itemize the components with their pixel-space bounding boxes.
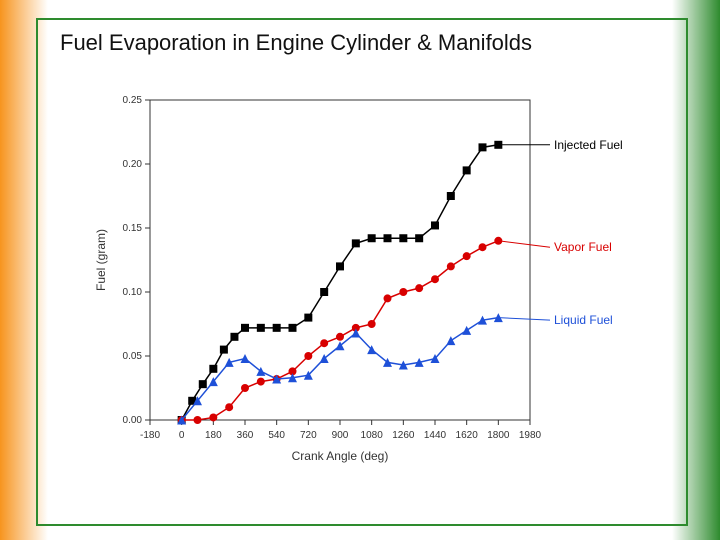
marker-circle xyxy=(209,413,217,421)
marker-circle xyxy=(431,275,439,283)
series-label-injected-fuel: Injected Fuel xyxy=(554,138,623,152)
y-tick-label: 0.25 xyxy=(123,95,143,106)
x-tick-label: 720 xyxy=(300,430,317,441)
marker-circle xyxy=(241,384,249,392)
series-label-liquid-fuel: Liquid Fuel xyxy=(554,313,613,327)
marker-square xyxy=(415,234,423,242)
marker-square xyxy=(368,234,376,242)
y-axis-label: Fuel (gram) xyxy=(94,229,108,291)
marker-circle xyxy=(463,252,471,260)
x-tick-label: 1800 xyxy=(487,430,510,441)
marker-square xyxy=(289,324,297,332)
marker-circle xyxy=(415,284,423,292)
marker-circle xyxy=(320,339,328,347)
x-tick-label: 540 xyxy=(268,430,285,441)
x-tick-label: 900 xyxy=(332,430,349,441)
series-label-vapor-fuel: Vapor Fuel xyxy=(554,240,612,254)
marker-circle xyxy=(225,403,233,411)
marker-square xyxy=(447,192,455,200)
marker-circle xyxy=(336,333,344,341)
marker-square xyxy=(199,380,207,388)
x-tick-label: 360 xyxy=(237,430,254,441)
marker-square xyxy=(220,346,228,354)
chart-container: -180 0 180 360 540 720 900 1080 1260 1440 1620 1800… xyxy=(80,80,650,500)
x-axis-label: Crank Angle (deg) xyxy=(292,449,389,463)
marker-square xyxy=(463,166,471,174)
x-tick-label: 1440 xyxy=(424,430,447,441)
marker-circle xyxy=(304,352,312,360)
marker-square xyxy=(320,288,328,296)
marker-square xyxy=(479,143,487,151)
marker-circle xyxy=(257,378,265,386)
x-tick-label: 1080 xyxy=(361,430,384,441)
marker-circle xyxy=(384,294,392,302)
fuel-chart: -180 0 180 360 540 720 900 1080 1260 1440 1620 1800… xyxy=(80,80,650,500)
marker-circle xyxy=(447,262,455,270)
marker-square xyxy=(230,333,238,341)
slide: Fuel Evaporation in Engine Cylinder & Ma… xyxy=(0,0,720,540)
marker-square xyxy=(352,239,360,247)
page-title: Fuel Evaporation in Engine Cylinder & Ma… xyxy=(60,30,532,56)
x-tick-label: 180 xyxy=(205,430,222,441)
x-tick-label: 1980 xyxy=(519,430,542,441)
y-tick-label: 0.00 xyxy=(123,415,143,426)
marker-square xyxy=(384,234,392,242)
marker-square xyxy=(273,324,281,332)
y-tick-label: 0.05 xyxy=(123,351,143,362)
y-tick-label: 0.10 xyxy=(123,287,143,298)
marker-square xyxy=(399,234,407,242)
marker-square xyxy=(209,365,217,373)
marker-square xyxy=(241,324,249,332)
marker-circle xyxy=(479,243,487,251)
x-tick-label: 1260 xyxy=(392,430,415,441)
marker-circle xyxy=(194,416,202,424)
marker-square xyxy=(336,262,344,270)
marker-circle xyxy=(368,320,376,328)
marker-circle xyxy=(399,288,407,296)
x-tick-label: 0 xyxy=(179,430,185,441)
y-tick-label: 0.15 xyxy=(123,223,143,234)
marker-square xyxy=(304,314,312,322)
x-tick-label: -180 xyxy=(140,430,160,441)
x-tick-label: 1620 xyxy=(456,430,479,441)
y-tick-label: 0.20 xyxy=(123,159,143,170)
marker-square xyxy=(257,324,265,332)
marker-square xyxy=(431,221,439,229)
